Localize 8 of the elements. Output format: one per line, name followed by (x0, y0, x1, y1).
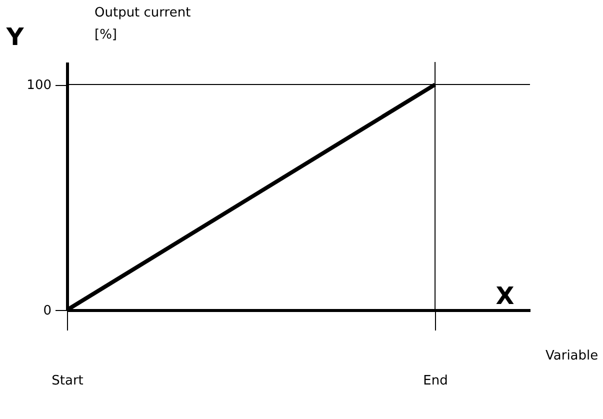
annotation: X (496, 282, 515, 310)
x-axis-title: Variable (546, 348, 598, 364)
y-axis-title: Output current [%] (94, 6, 191, 42)
x-tick-label: Start (52, 374, 84, 388)
y-tick-label: 0 (43, 304, 52, 318)
x-tick-label: End (423, 374, 448, 388)
y-tick-label: 100 (26, 78, 52, 94)
text: Y (5, 23, 24, 51)
